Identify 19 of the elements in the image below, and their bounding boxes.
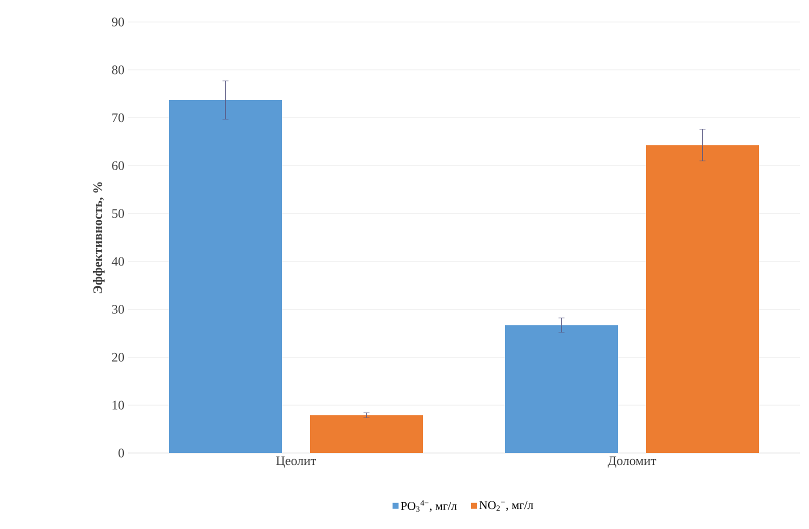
y-tick-label: 50 bbox=[112, 209, 124, 218]
bar bbox=[505, 325, 618, 453]
y-tick-label: 30 bbox=[112, 304, 124, 314]
y-tick-label: 10 bbox=[112, 400, 124, 410]
legend-label: NO$_{2}$$^{−}$, мг/л bbox=[479, 501, 534, 511]
y-tick-label: 0 bbox=[118, 448, 124, 458]
y-tick-label: 90 bbox=[112, 18, 124, 26]
bar bbox=[169, 100, 282, 453]
x-tick-label: Доломит bbox=[608, 456, 656, 468]
y-axis-title: Эффективность, % bbox=[92, 182, 105, 294]
bar bbox=[310, 415, 424, 453]
y-tick-label: 40 bbox=[112, 257, 124, 266]
y-tick-label: 70 bbox=[112, 113, 124, 122]
bar bbox=[646, 145, 760, 453]
y-tick-label: 20 bbox=[112, 352, 124, 362]
y-tick-label: 80 bbox=[112, 66, 124, 74]
x-tick-label: Цеолит bbox=[276, 456, 316, 468]
legend-label: PO$_{3}$$^{4−}$, мг/л bbox=[400, 500, 457, 512]
y-tick-label: 60 bbox=[112, 161, 124, 170]
